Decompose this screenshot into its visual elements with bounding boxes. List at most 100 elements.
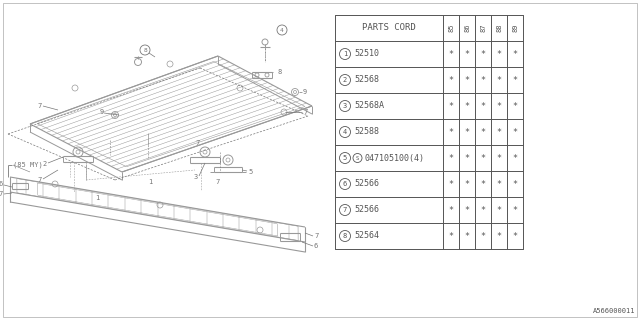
Text: *: * [465, 205, 470, 214]
Text: 8: 8 [143, 47, 147, 52]
Bar [335, 197, 443, 223]
Text: *: * [513, 205, 518, 214]
Text: *: * [497, 127, 502, 137]
Bar [443, 15, 459, 41]
Bar [507, 223, 523, 249]
Text: *: * [513, 231, 518, 241]
Bar [459, 197, 475, 223]
Bar [491, 15, 507, 41]
Text: 52588: 52588 [355, 127, 380, 137]
Text: *: * [481, 180, 486, 188]
Text: *: * [513, 101, 518, 110]
Bar [459, 145, 475, 171]
Text: *: * [449, 231, 454, 241]
Text: *: * [449, 76, 454, 84]
Text: *: * [481, 127, 486, 137]
Text: *: * [513, 50, 518, 59]
Text: (85 MY): (85 MY) [13, 162, 43, 168]
Bar [335, 41, 443, 67]
Bar [475, 145, 491, 171]
Bar [443, 93, 459, 119]
Text: 1: 1 [343, 51, 347, 57]
Text: 7: 7 [0, 191, 3, 197]
Text: *: * [449, 154, 454, 163]
Text: 52568: 52568 [355, 76, 380, 84]
Text: *: * [449, 50, 454, 59]
Text: *: * [465, 231, 470, 241]
Bar [491, 197, 507, 223]
Text: 7: 7 [38, 103, 42, 109]
Text: 4: 4 [343, 129, 347, 135]
Bar [475, 171, 491, 197]
Text: *: * [497, 180, 502, 188]
Bar [475, 67, 491, 93]
Text: *: * [465, 101, 470, 110]
Bar [491, 41, 507, 67]
Text: *: * [513, 76, 518, 84]
Text: 85: 85 [448, 24, 454, 32]
Text: *: * [449, 127, 454, 137]
Bar [475, 41, 491, 67]
Text: *: * [481, 231, 486, 241]
Bar [491, 145, 507, 171]
Text: *: * [481, 205, 486, 214]
Bar [507, 67, 523, 93]
Text: *: * [513, 127, 518, 137]
Text: *: * [465, 76, 470, 84]
Text: 7: 7 [38, 177, 42, 183]
Bar [443, 67, 459, 93]
Bar [443, 223, 459, 249]
Bar [335, 223, 443, 249]
Text: 8: 8 [343, 233, 347, 239]
Text: A566000011: A566000011 [593, 308, 635, 314]
Text: 5: 5 [248, 169, 252, 175]
Bar [443, 171, 459, 197]
Bar [335, 119, 443, 145]
Bar [507, 197, 523, 223]
Bar [335, 15, 443, 41]
Bar [491, 223, 507, 249]
Bar [475, 197, 491, 223]
Bar [443, 197, 459, 223]
Bar [459, 171, 475, 197]
Bar [459, 41, 475, 67]
Text: *: * [497, 50, 502, 59]
Text: 9: 9 [303, 89, 307, 95]
Text: 3: 3 [194, 174, 198, 180]
Text: *: * [449, 180, 454, 188]
Text: *: * [481, 154, 486, 163]
Text: *: * [497, 231, 502, 241]
Text: 7: 7 [314, 233, 318, 239]
Bar [335, 171, 443, 197]
Text: PARTS CORD: PARTS CORD [362, 23, 416, 33]
Bar [459, 67, 475, 93]
Text: 7: 7 [303, 109, 307, 115]
Text: *: * [497, 101, 502, 110]
Text: 7: 7 [343, 207, 347, 213]
Text: 6: 6 [343, 181, 347, 187]
Bar [475, 119, 491, 145]
Text: 1: 1 [95, 195, 99, 201]
Bar [475, 15, 491, 41]
Text: 2: 2 [343, 77, 347, 83]
Bar [491, 93, 507, 119]
Bar [443, 119, 459, 145]
Bar [459, 119, 475, 145]
Bar [459, 15, 475, 41]
Bar [491, 171, 507, 197]
Bar [491, 67, 507, 93]
Text: *: * [481, 76, 486, 84]
Text: 86: 86 [464, 24, 470, 32]
Text: *: * [449, 101, 454, 110]
Text: 3: 3 [343, 103, 347, 109]
Bar [507, 15, 523, 41]
Text: 9: 9 [100, 109, 104, 115]
Text: *: * [497, 76, 502, 84]
Text: *: * [513, 180, 518, 188]
Bar [335, 67, 443, 93]
Text: 6: 6 [0, 181, 3, 187]
Text: 6: 6 [314, 243, 318, 249]
Text: 89: 89 [512, 24, 518, 32]
Text: 52564: 52564 [355, 231, 380, 241]
Text: 7: 7 [215, 179, 220, 185]
